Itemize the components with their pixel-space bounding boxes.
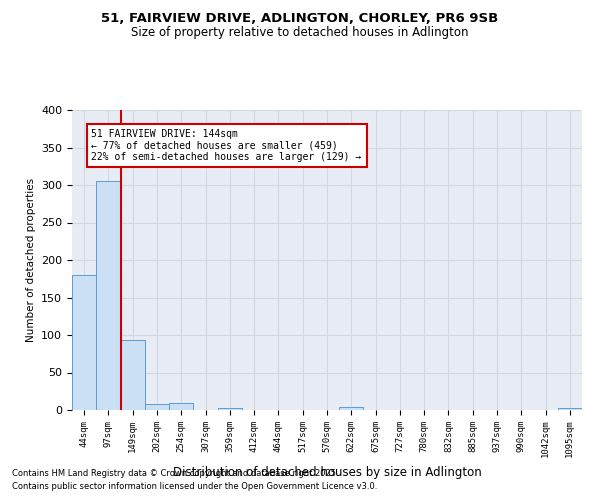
Text: Contains HM Land Registry data © Crown copyright and database right 2025.: Contains HM Land Registry data © Crown c… (12, 469, 338, 478)
Y-axis label: Number of detached properties: Number of detached properties (26, 178, 35, 342)
Bar (218, 408, 242, 410)
Bar (558, 408, 582, 410)
X-axis label: Distribution of detached houses by size in Adlington: Distribution of detached houses by size … (173, 466, 481, 478)
Bar (169, 403, 193, 410)
Bar (339, 407, 364, 410)
Text: Contains public sector information licensed under the Open Government Licence v3: Contains public sector information licen… (12, 482, 377, 491)
Text: Size of property relative to detached houses in Adlington: Size of property relative to detached ho… (131, 26, 469, 39)
Bar (72, 275, 96, 410)
Bar (121, 340, 145, 410)
Bar (145, 404, 169, 410)
Text: 51 FAIRVIEW DRIVE: 144sqm
← 77% of detached houses are smaller (459)
22% of semi: 51 FAIRVIEW DRIVE: 144sqm ← 77% of detac… (91, 128, 362, 162)
Text: 51, FAIRVIEW DRIVE, ADLINGTON, CHORLEY, PR6 9SB: 51, FAIRVIEW DRIVE, ADLINGTON, CHORLEY, … (101, 12, 499, 26)
Bar (96, 181, 121, 410)
